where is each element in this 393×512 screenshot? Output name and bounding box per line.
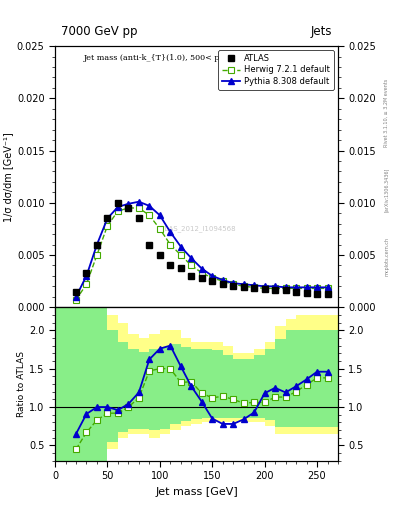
Herwig 7.2.1 default (210, 275, 215, 281)
Pythia 8.308 default (84, 273, 89, 279)
Pythia 8.308 default (220, 277, 225, 283)
Pythia 8.308 default (304, 284, 309, 290)
Herwig 7.2.1 default (283, 285, 288, 291)
Pythia 8.308 default (199, 266, 204, 272)
Line: Herwig 7.2.1 default: Herwig 7.2.1 default (73, 205, 330, 303)
Herwig 7.2.1 default (252, 284, 257, 290)
Pythia 8.308 default (126, 201, 131, 207)
Pythia 8.308 default (231, 280, 235, 286)
ATLAS (189, 273, 194, 279)
Herwig 7.2.1 default (325, 285, 330, 291)
Pythia 8.308 default (294, 284, 298, 290)
Pythia 8.308 default (136, 199, 141, 205)
Text: Jets: Jets (311, 25, 332, 38)
ATLAS (105, 216, 110, 222)
Pythia 8.308 default (273, 283, 277, 289)
ATLAS (199, 275, 204, 281)
ATLAS (315, 290, 320, 296)
Pythia 8.308 default (315, 284, 320, 290)
Pythia 8.308 default (168, 229, 173, 235)
ATLAS (73, 288, 78, 294)
Line: ATLAS: ATLAS (73, 200, 330, 296)
Pythia 8.308 default (189, 255, 194, 261)
ATLAS (304, 289, 309, 295)
ATLAS (294, 288, 298, 294)
Pythia 8.308 default (325, 284, 330, 290)
Herwig 7.2.1 default (178, 252, 183, 258)
Herwig 7.2.1 default (147, 212, 152, 218)
Herwig 7.2.1 default (95, 252, 99, 258)
Y-axis label: 1/σ dσ/dm [GeV⁻¹]: 1/σ dσ/dm [GeV⁻¹] (3, 132, 13, 222)
Pythia 8.308 default (283, 284, 288, 290)
ATLAS (220, 281, 225, 287)
Herwig 7.2.1 default (304, 285, 309, 291)
Pythia 8.308 default (73, 294, 78, 300)
ATLAS (241, 284, 246, 290)
Herwig 7.2.1 default (189, 262, 194, 268)
Pythia 8.308 default (158, 212, 162, 218)
ATLAS (325, 290, 330, 296)
Herwig 7.2.1 default (126, 205, 131, 211)
ATLAS (126, 205, 131, 211)
Text: Rivet 3.1.10, ≥ 3.2M events: Rivet 3.1.10, ≥ 3.2M events (384, 78, 389, 147)
ATLAS (136, 216, 141, 222)
Pythia 8.308 default (116, 204, 120, 210)
ATLAS (95, 242, 99, 248)
Text: 7000 GeV pp: 7000 GeV pp (61, 25, 137, 38)
Herwig 7.2.1 default (168, 242, 173, 248)
Herwig 7.2.1 default (315, 285, 320, 291)
Herwig 7.2.1 default (294, 285, 298, 291)
Herwig 7.2.1 default (158, 226, 162, 232)
ATLAS (168, 262, 173, 268)
Pythia 8.308 default (147, 203, 152, 209)
Herwig 7.2.1 default (105, 223, 110, 229)
ATLAS (178, 264, 183, 270)
Herwig 7.2.1 default (262, 285, 267, 291)
Text: [arXiv:1306.3436]: [arXiv:1306.3436] (384, 167, 389, 211)
ATLAS (283, 287, 288, 293)
ATLAS (147, 242, 152, 248)
Herwig 7.2.1 default (273, 285, 277, 291)
Herwig 7.2.1 default (231, 281, 235, 287)
Pythia 8.308 default (241, 281, 246, 287)
Line: Pythia 8.308 default: Pythia 8.308 default (73, 199, 330, 300)
Text: Jet mass (anti-k_{T}(1.0), 500< p_{T} < 600, |y| < 2.0): Jet mass (anti-k_{T}(1.0), 500< p_{T} < … (84, 54, 309, 62)
Pythia 8.308 default (105, 216, 110, 222)
Legend: ATLAS, Herwig 7.2.1 default, Pythia 8.308 default: ATLAS, Herwig 7.2.1 default, Pythia 8.30… (218, 50, 334, 90)
Herwig 7.2.1 default (136, 205, 141, 211)
Pythia 8.308 default (262, 283, 267, 289)
Herwig 7.2.1 default (220, 278, 225, 284)
X-axis label: Jet mass [GeV]: Jet mass [GeV] (155, 487, 238, 497)
Y-axis label: Ratio to ATLAS: Ratio to ATLAS (17, 351, 26, 417)
Herwig 7.2.1 default (116, 208, 120, 214)
ATLAS (252, 285, 257, 291)
Herwig 7.2.1 default (241, 283, 246, 289)
ATLAS (273, 287, 277, 293)
Text: mcplots.cern.ch: mcplots.cern.ch (384, 237, 389, 275)
Pythia 8.308 default (95, 242, 99, 248)
Herwig 7.2.1 default (84, 281, 89, 287)
ATLAS (262, 286, 267, 292)
ATLAS (116, 200, 120, 206)
Pythia 8.308 default (210, 273, 215, 279)
Herwig 7.2.1 default (199, 270, 204, 276)
Pythia 8.308 default (252, 282, 257, 288)
ATLAS (158, 252, 162, 258)
Herwig 7.2.1 default (73, 297, 78, 303)
Pythia 8.308 default (178, 244, 183, 250)
ATLAS (84, 270, 89, 276)
Text: ATLAS_2012_I1094568: ATLAS_2012_I1094568 (157, 225, 236, 232)
ATLAS (231, 283, 235, 289)
ATLAS (210, 278, 215, 284)
